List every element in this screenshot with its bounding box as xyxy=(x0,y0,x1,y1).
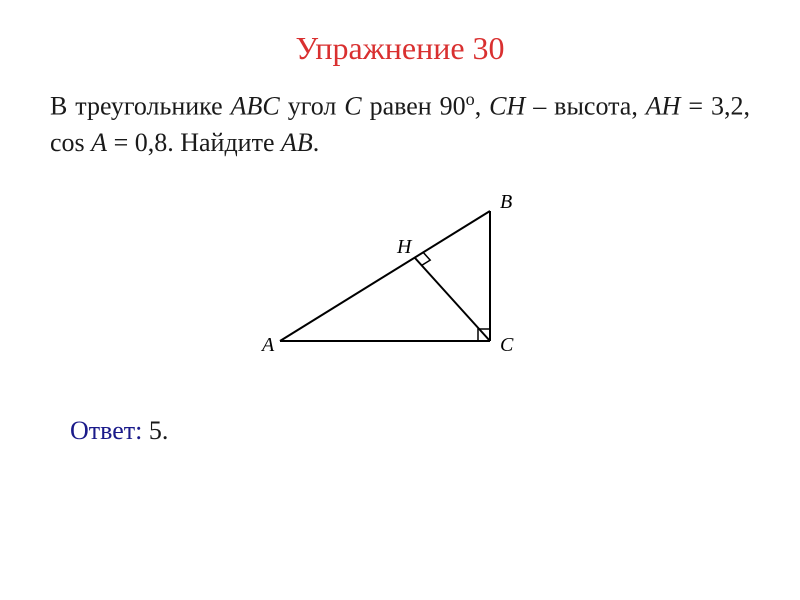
edge xyxy=(280,211,490,341)
answer-value: 5. xyxy=(142,416,168,445)
answer-label: Ответ: xyxy=(70,416,142,445)
right-angle-marker xyxy=(422,253,430,266)
problem-text-part: угол xyxy=(280,92,345,121)
problem-statement: В треугольнике ABC угол C равен 90о, CH … xyxy=(50,87,750,161)
problem-text-part: CH xyxy=(489,92,525,121)
exercise-title: Упражнение 30 xyxy=(50,30,750,67)
problem-text-part: , xyxy=(475,92,489,121)
problem-text-part: AB xyxy=(281,128,313,157)
problem-text-part: – высота, xyxy=(525,92,645,121)
diagram-wrapper: A C B H xyxy=(50,191,750,376)
problem-text-part: C xyxy=(344,92,361,121)
problem-text-part: В треугольнике xyxy=(50,92,231,121)
triangle-svg: A C B H xyxy=(250,191,550,371)
triangle-diagram: A C B H xyxy=(250,191,550,376)
problem-text-part: AH xyxy=(646,92,681,121)
vertex-label-H: H xyxy=(396,236,413,258)
problem-text-part: . xyxy=(313,128,320,157)
title-text: Упражнение 30 xyxy=(295,30,504,66)
problem-text-part: ABC xyxy=(231,92,280,121)
problem-text-part: = 0,8. Найдите xyxy=(107,128,281,157)
vertex-label-A: A xyxy=(260,334,275,356)
vertex-label-C: C xyxy=(500,334,514,356)
problem-text-part: о xyxy=(466,89,475,109)
problem-text-part: равен 90 xyxy=(362,92,466,121)
vertex-label-B: B xyxy=(500,191,512,213)
problem-text-part: A xyxy=(91,128,107,157)
answer-block: Ответ: 5. xyxy=(50,416,750,446)
